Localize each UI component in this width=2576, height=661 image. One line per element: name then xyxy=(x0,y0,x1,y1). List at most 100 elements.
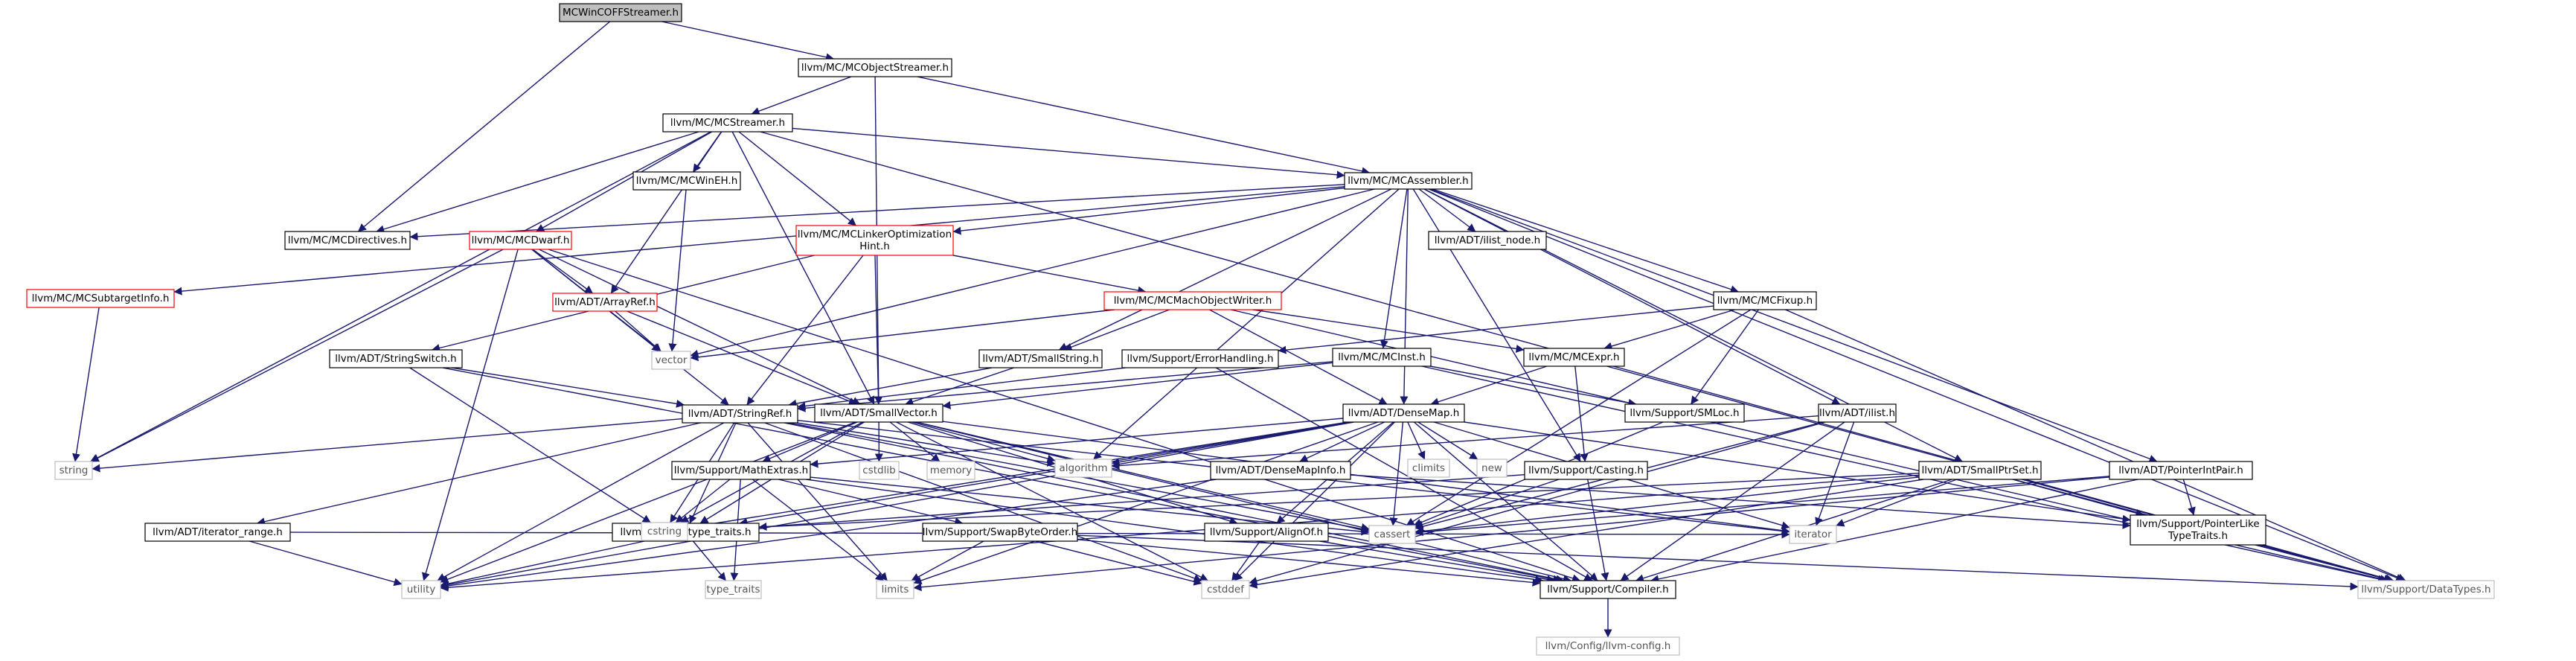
node-stringswitch[interactable]: llvm/ADT/StringSwitch.h xyxy=(329,349,463,368)
edge-mcinst-to-stringref xyxy=(797,361,1333,412)
node-box-cstring xyxy=(641,522,688,541)
node-smallvector[interactable]: llvm/ADT/SmallVector.h xyxy=(814,403,943,423)
node-string[interactable]: string xyxy=(54,461,93,480)
node-mcexpr[interactable]: llvm/MC/MCExpr.h xyxy=(1523,348,1625,367)
node-iterator[interactable]: iterator xyxy=(1789,525,1837,544)
edge-arrayref-to-smallvector xyxy=(627,310,857,406)
edge-mcassembler-to-mcinst xyxy=(1380,188,1408,349)
node-box-iterator xyxy=(1789,525,1837,544)
node-arrayref[interactable]: llvm/ADT/ArrayRef.h xyxy=(552,293,658,312)
node-smallstring[interactable]: llvm/ADT/SmallString.h xyxy=(978,349,1103,368)
edge-alignof-to-compiler xyxy=(1319,540,1556,584)
node-box-memory xyxy=(926,461,975,480)
node-errorhandling[interactable]: llvm/Support/ErrorHandling.h xyxy=(1121,349,1279,368)
node-new[interactable]: new xyxy=(1476,459,1508,478)
node-datatypes[interactable]: llvm/Support/DataTypes.h xyxy=(2357,580,2495,599)
node-label: cstring xyxy=(647,526,682,537)
node-label: llvm/ADT/ilist.h xyxy=(1819,407,1895,419)
node-vector[interactable]: vector xyxy=(651,351,691,370)
node-llvmconfig[interactable]: llvm/Config/llvm-config.h xyxy=(1536,636,1680,656)
edge-mcstreamer-to-arrayref xyxy=(610,131,723,294)
node-algorithm[interactable]: algorithm xyxy=(1054,459,1112,478)
node-alignof[interactable]: llvm/Support/AlignOf.h xyxy=(1204,523,1329,542)
node-stringref[interactable]: llvm/ADT/StringRef.h xyxy=(682,404,798,424)
node-box-cassert xyxy=(1368,525,1416,544)
edge-swapbyte-to-limits xyxy=(911,540,984,581)
node-box-mcexpr xyxy=(1523,348,1625,367)
node-label: llvm/Support/Casting.h xyxy=(1528,464,1644,476)
node-mcsubtarget[interactable]: llvm/MC/MCSubtargetInfo.h xyxy=(26,289,175,308)
node-mcassembler[interactable]: llvm/MC/MCAssembler.h xyxy=(1344,172,1473,190)
node-box-mathextras xyxy=(671,461,811,480)
node-typetraits[interactable]: type_traits xyxy=(705,580,762,599)
node-casting[interactable]: llvm/Support/Casting.h xyxy=(1524,461,1648,480)
node-swapbyte[interactable]: llvm/Support/SwapByteOrder.h xyxy=(922,523,1078,542)
node-ilist[interactable]: llvm/ADT/ilist.h xyxy=(1818,403,1897,423)
node-smallptrset[interactable]: llvm/ADT/SmallPtrSet.h xyxy=(1918,461,2042,480)
node-densemap[interactable]: llvm/ADT/DenseMap.h xyxy=(1342,403,1465,423)
edge-ilist-to-compiler xyxy=(1620,421,1845,581)
node-root[interactable]: MCWinCOFFStreamer.h xyxy=(559,3,682,22)
node-label: llvm/MC/MCLinkerOptimization xyxy=(798,229,952,240)
node-mcwineh[interactable]: llvm/MC/MCWinEH.h xyxy=(632,171,741,191)
node-label: llvm/ADT/SmallPtrSet.h xyxy=(1921,464,2038,476)
edge-ptrlike-to-datatypes xyxy=(2255,544,2393,583)
edge-stringswitch-to-cstring xyxy=(409,367,651,523)
node-smloc[interactable]: llvm/Support/SMLoc.h xyxy=(1624,403,1745,423)
node-box-mcstreamer xyxy=(662,113,793,132)
edge-casting-to-typetraitsh xyxy=(758,474,1525,531)
edge-stringref-to-utility xyxy=(437,422,725,581)
edge-mcassembler-to-ilistnode xyxy=(1418,188,1476,232)
node-mcmacho[interactable]: llvm/MC/MCMachObjectWriter.h xyxy=(1103,291,1282,310)
edge-pointerintpair-to-cassert xyxy=(1414,476,2110,537)
edge-mcdwarf-to-arrayref xyxy=(532,249,594,294)
edge-typetraitsh-to-utility xyxy=(440,540,645,588)
node-pointerintpair[interactable]: llvm/ADT/PointerIntPair.h xyxy=(2109,461,2253,480)
node-densemapinfo[interactable]: llvm/ADT/DenseMapInfo.h xyxy=(1210,461,1351,480)
node-mcinst[interactable]: llvm/MC/MCInst.h xyxy=(1332,348,1432,367)
node-memory[interactable]: memory xyxy=(926,461,975,480)
edge-swapbyte-to-datatypes xyxy=(1077,534,2359,591)
edge-stringref-to-iterrange xyxy=(256,422,701,526)
node-label: llvm/Support/AlignOf.h xyxy=(1210,526,1323,538)
edge-mcstreamer-to-mclinker xyxy=(738,131,856,226)
node-label: cstddef xyxy=(1207,584,1245,595)
node-compiler[interactable]: llvm/Support/Compiler.h xyxy=(1539,580,1676,599)
edge-ilist-to-iterator xyxy=(1815,421,1855,526)
node-mcobjectstreamer[interactable]: llvm/MC/MCObjectStreamer.h xyxy=(798,58,952,77)
node-cstddef[interactable]: cstddef xyxy=(1201,580,1250,599)
node-mcdwarf[interactable]: llvm/MC/MCDwarf.h xyxy=(469,231,572,250)
node-iterrange[interactable]: llvm/ADT/iterator_range.h xyxy=(144,523,291,542)
node-label: llvm/MC/MCObjectStreamer.h xyxy=(801,62,949,74)
node-box-algorithm xyxy=(1054,459,1112,478)
node-cassert[interactable]: cassert xyxy=(1368,525,1416,544)
node-mcfixup[interactable]: llvm/MC/MCFixup.h xyxy=(1713,291,1817,310)
edge-pointerintpair-to-limits xyxy=(913,476,2110,592)
edge-densemap-to-typetraitsh xyxy=(739,421,1351,526)
node-label: llvm/Support/MathExtras.h xyxy=(674,464,808,476)
edge-densemap-to-limits xyxy=(913,421,1379,585)
node-cstring[interactable]: cstring xyxy=(641,522,688,541)
node-box-errorhandling xyxy=(1121,349,1279,368)
edge-mcinst-to-smallvector xyxy=(942,362,1333,409)
header-nodes: MCWinCOFFStreamer.h llvm/MC/MCObjectStrea… xyxy=(26,3,2495,656)
node-mcstreamer[interactable]: llvm/MC/MCStreamer.h xyxy=(662,113,793,132)
node-limits[interactable]: limits xyxy=(876,580,914,599)
edge-root-to-mcobjectstreamer xyxy=(661,21,835,62)
node-climits[interactable]: climits xyxy=(1407,459,1450,478)
node-box-typetraits xyxy=(705,580,762,599)
node-box-utility xyxy=(401,580,441,599)
node-label: string xyxy=(60,464,89,476)
node-cstdlib[interactable]: cstdlib xyxy=(859,461,900,480)
edge-stringref-to-limits xyxy=(747,422,888,581)
node-label: llvm/Support/ErrorHandling.h xyxy=(1127,353,1273,365)
node-label: llvm/MC/MCAssembler.h xyxy=(1348,175,1468,187)
node-ilistnode[interactable]: llvm/ADT/ilist_node.h xyxy=(1428,231,1547,250)
node-mathextras[interactable]: llvm/Support/MathExtras.h xyxy=(671,461,811,480)
node-label: llvm/Config/llvm-config.h xyxy=(1545,640,1671,652)
node-box-mcinst xyxy=(1332,348,1432,367)
node-mcdirectives[interactable]: llvm/MC/MCDirectives.h xyxy=(284,231,411,250)
node-utility[interactable]: utility xyxy=(401,580,441,599)
